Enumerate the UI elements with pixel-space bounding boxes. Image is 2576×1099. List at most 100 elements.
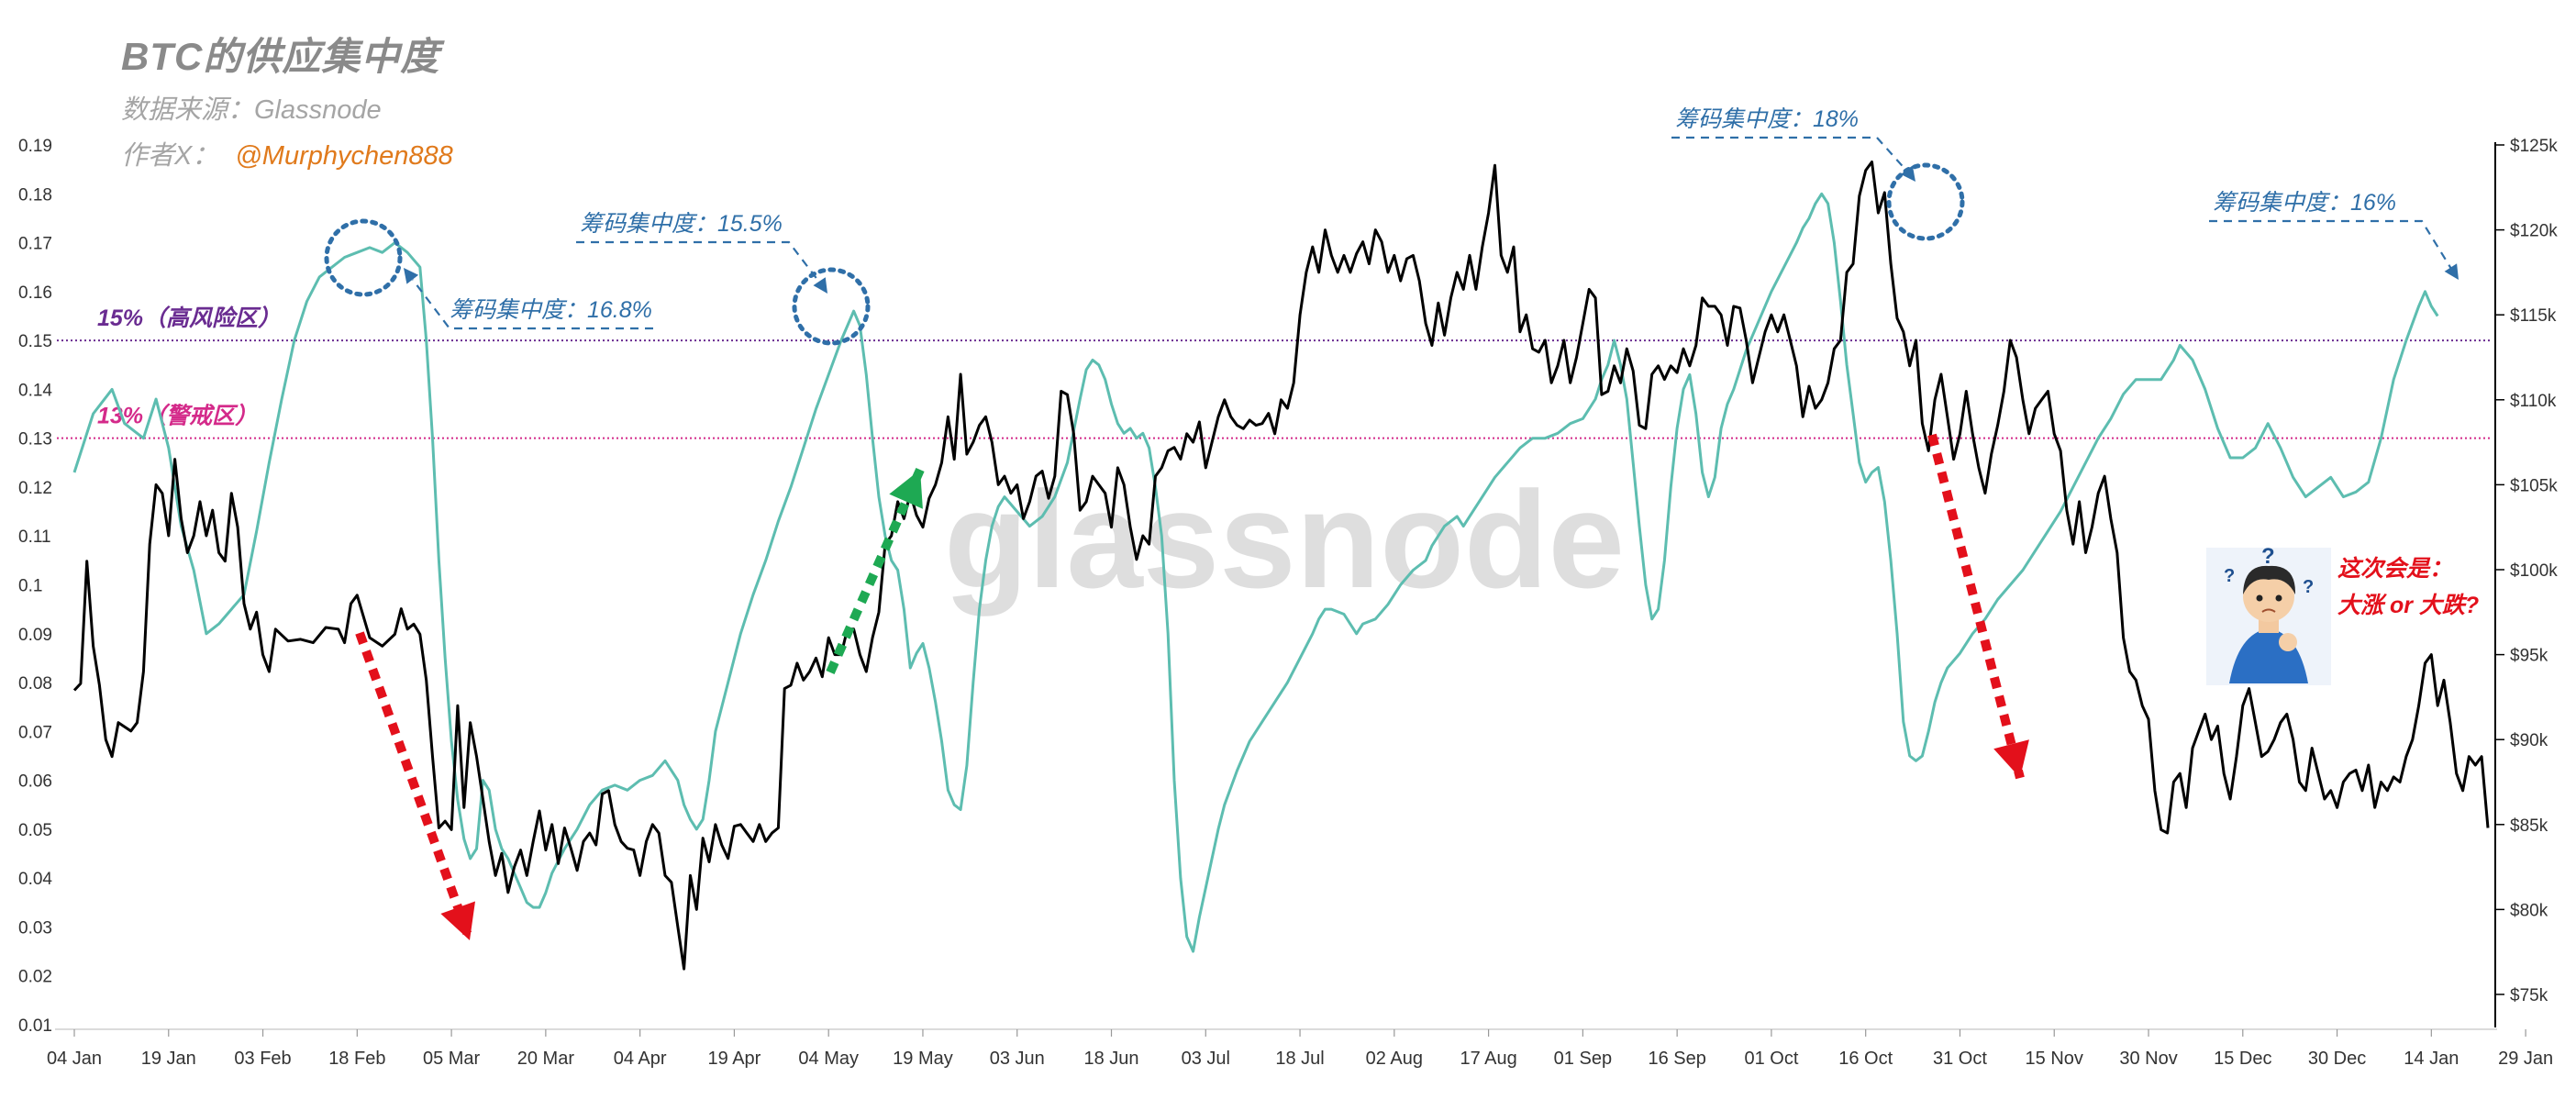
left-tick-label: 0.18	[18, 185, 52, 205]
x-tick-label: 31 Oct	[1933, 1049, 1987, 1069]
left-tick-label: 0.02	[18, 968, 52, 987]
right-tick-label: $90k	[2510, 731, 2548, 750]
left-tick-label: 0.11	[18, 527, 51, 547]
x-tick-label: 19 Apr	[708, 1049, 761, 1069]
highlight-circle-1	[324, 218, 403, 297]
x-axis: 04 Jan 19 Jan 03 Feb 18 Feb 05 Mar 20 Mar 04 A…	[47, 1028, 2553, 1069]
up-arrow-head	[889, 470, 923, 509]
avatar-hair	[2243, 565, 2296, 594]
x-tick-label: 18 Feb	[328, 1049, 385, 1069]
leader-4-head	[2444, 263, 2459, 280]
annotation-label-3: 筹码集中度：18%	[1675, 106, 1859, 132]
x-tick-label: 01 Oct	[1744, 1049, 1798, 1069]
avatar-mouth	[2261, 608, 2276, 613]
left-tick-label: 0.05	[18, 821, 52, 840]
question-mark-icon: ?	[2261, 544, 2275, 569]
left-tick-label: 0.19	[18, 137, 52, 156]
x-tick-label: 16 Sep	[1648, 1049, 1705, 1069]
x-tick-label: 15 Dec	[2214, 1049, 2271, 1069]
x-tick-label: 20 Mar	[517, 1049, 575, 1069]
annotations: 筹码集中度：16.8% 筹码集中度：15.5% 筹码集中度：18% 筹码集中度：16%	[324, 106, 2459, 346]
leader-3-head	[1901, 165, 1915, 182]
x-tick-label: 17 Aug	[1460, 1049, 1516, 1069]
x-tick-label: 19 May	[893, 1049, 953, 1069]
x-tick-label: 15 Nov	[2026, 1049, 2083, 1069]
right-tick-label: $75k	[2510, 986, 2548, 1005]
left-tick-label: 0.08	[18, 674, 52, 694]
x-tick-label: 04 May	[798, 1049, 859, 1069]
left-tick-label: 0.1	[18, 577, 42, 596]
question-line-1: 这次会是：	[2337, 556, 2453, 582]
x-tick-label: 14 Jan	[2404, 1049, 2459, 1069]
data-source: 数据来源：Glassnode	[121, 95, 382, 125]
right-tick-label: $110k	[2510, 392, 2557, 411]
left-tick-label: 0.12	[18, 479, 52, 498]
right-tick-label: $105k	[2510, 476, 2558, 495]
author-handle: @Murphychen888	[235, 141, 453, 171]
x-tick-label: 16 Oct	[1838, 1049, 1893, 1069]
right-tick-label: $125k	[2510, 137, 2558, 156]
x-tick-label: 18 Jul	[1275, 1049, 1324, 1069]
x-tick-label: 03 Jun	[990, 1049, 1045, 1069]
right-tick-label: $120k	[2510, 222, 2558, 241]
x-tick-label: 03 Feb	[234, 1049, 291, 1069]
left-axis: 0.01 0.02 0.03 0.04 0.05 0.06 0.07 0.08 0.09 0.1 0…	[18, 137, 52, 1036]
x-tick-label: 02 Aug	[1366, 1049, 1423, 1069]
x-tick-label: 29 Jan	[2498, 1049, 2553, 1069]
leader-1-head	[404, 268, 419, 284]
annotation-label-4: 筹码集中度：16%	[2213, 190, 2396, 216]
thinking-boy-image: ???	[2206, 544, 2331, 685]
left-tick-label: 0.17	[18, 235, 52, 254]
left-tick-label: 0.04	[18, 870, 52, 889]
left-tick-label: 0.06	[18, 772, 52, 792]
author-prefix: 作者X：	[121, 141, 219, 171]
x-tick-label: 03 Jul	[1182, 1049, 1230, 1069]
annotation-label-1: 筹码集中度：16.8%	[450, 297, 652, 323]
left-tick-label: 0.16	[18, 283, 52, 303]
right-tick-label: $80k	[2510, 901, 2548, 920]
x-tick-label: 04 Apr	[614, 1049, 667, 1069]
concentration-series-line	[72, 192, 2439, 953]
highlight-circle-3	[1886, 162, 1965, 241]
left-tick-label: 0.03	[18, 918, 52, 938]
right-tick-label: $115k	[2510, 306, 2557, 326]
right-tick-label: $95k	[2510, 647, 2548, 666]
x-tick-label: 30 Dec	[2308, 1049, 2366, 1069]
x-tick-label: 01 Sep	[1554, 1049, 1612, 1069]
down-arrow-1-head	[440, 901, 475, 940]
reference-lines: 15%（高风险区）13%（警戒区）	[57, 305, 2492, 439]
series-layer	[72, 161, 2490, 971]
reference-line-label: 15%（高风险区）	[97, 305, 281, 331]
left-tick-label: 0.09	[18, 626, 52, 645]
down-arrow-2	[1927, 433, 2025, 780]
x-tick-label: 04 Jan	[47, 1049, 102, 1069]
x-tick-label: 05 Mar	[423, 1049, 481, 1069]
x-tick-label: 18 Jun	[1083, 1049, 1138, 1069]
leader-2	[576, 240, 822, 285]
trend-arrows	[355, 433, 2029, 942]
left-tick-label: 0.14	[18, 381, 52, 400]
leader-2-head	[813, 277, 827, 294]
avatar-hand	[2279, 633, 2297, 651]
highlight-circle-2	[792, 267, 871, 346]
left-tick-label: 0.15	[18, 332, 52, 351]
btc-price-series-line	[72, 161, 2490, 971]
down-arrow-1	[355, 631, 474, 942]
right-axis: $75k $80k $85k $90k $95k $100k $105k $110k $115k…	[2494, 137, 2558, 1027]
leader-3	[1671, 136, 1909, 173]
left-tick-label: 0.01	[18, 1016, 52, 1036]
avatar-right-eye	[2275, 594, 2282, 602]
right-tick-label: $100k	[2510, 561, 2558, 581]
avatar-left-eye	[2256, 594, 2263, 602]
left-tick-label: 0.07	[18, 723, 52, 742]
question-mark-icon: ?	[2303, 577, 2314, 597]
question-label: 这次会是： 大涨 or 大跌?	[2337, 550, 2479, 624]
right-tick-label: $85k	[2510, 816, 2548, 836]
question-line-2: 大涨 or 大跌?	[2337, 593, 2480, 618]
down-arrow-2-head	[1993, 739, 2029, 778]
avatar-face	[2243, 571, 2294, 622]
question-mark-icon: ?	[2224, 566, 2235, 586]
author-line: 作者X： @Murphychen888	[121, 134, 453, 172]
chart-title: BTC的供应集中度	[121, 35, 440, 78]
